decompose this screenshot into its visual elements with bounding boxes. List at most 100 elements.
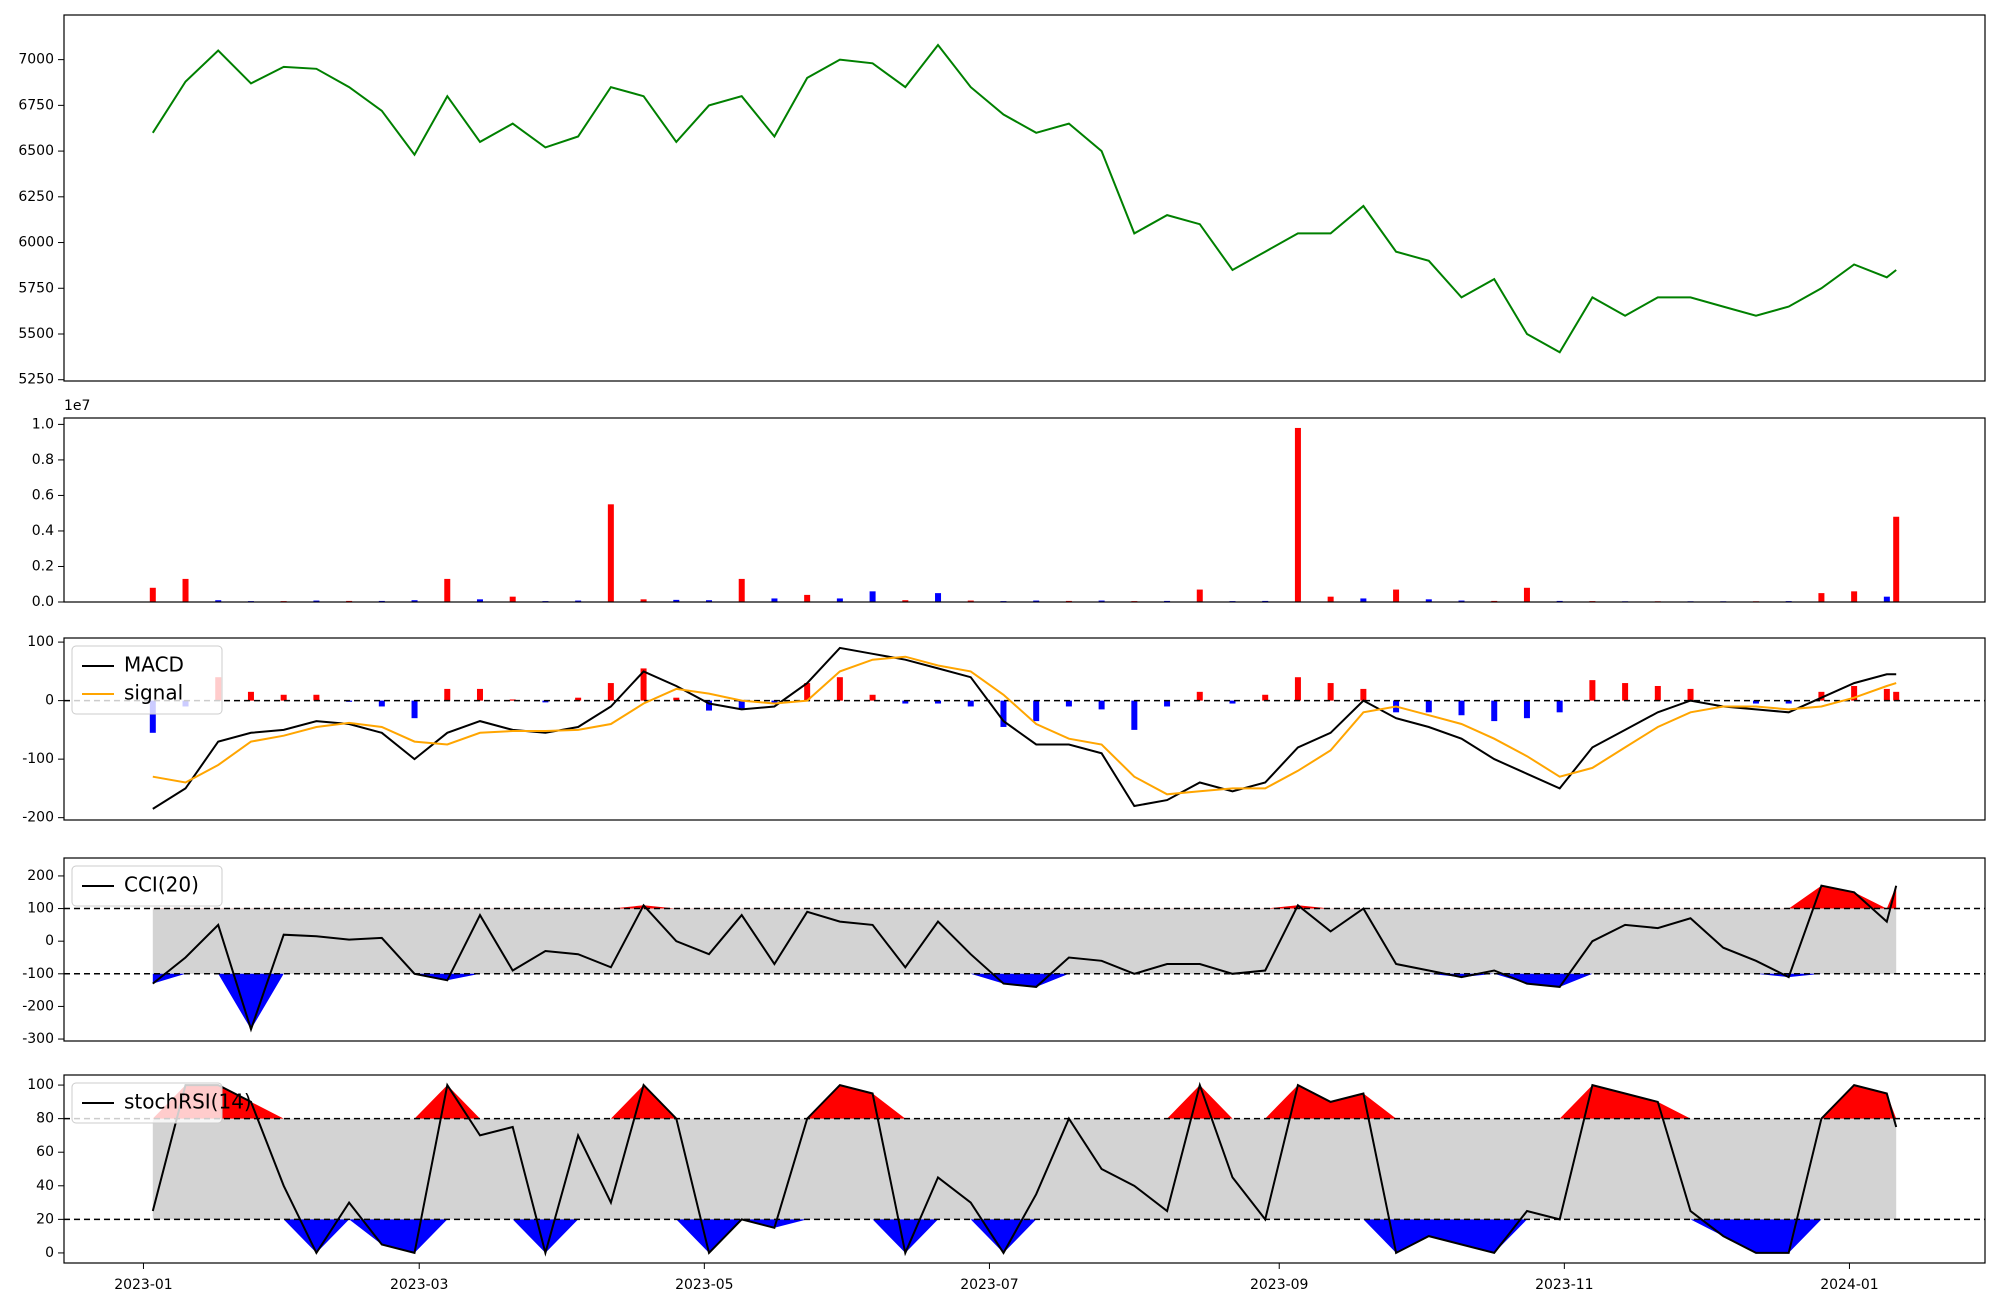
histogram-bar (771, 700, 778, 704)
volume-bar (575, 600, 582, 602)
indicator-line (152, 655, 1897, 796)
y-tick-label: 0.2 (32, 558, 54, 574)
y-tick-label: -100 (22, 966, 54, 982)
histogram-bar (967, 700, 974, 707)
y-tick-label: 100 (27, 1077, 54, 1093)
volume-bar (869, 591, 876, 602)
y-tick-label: 20 (36, 1211, 54, 1227)
histogram-bar (935, 700, 942, 704)
high-fill (152, 885, 1897, 909)
volume-bar (1851, 591, 1858, 602)
volume-bar (1893, 516, 1900, 602)
neutral-band (152, 908, 1897, 974)
histogram-bar (804, 683, 811, 701)
y-tick-label: 5250 (18, 372, 54, 388)
volume-bar (935, 593, 942, 602)
histogram-bar (1589, 680, 1596, 701)
y-tick-label: 100 (27, 901, 54, 917)
histogram-bar (1033, 700, 1040, 722)
volume-bar (149, 587, 156, 602)
histogram-bar (247, 691, 254, 701)
y-tick-label: -200 (22, 998, 54, 1014)
histogram-bar (1523, 700, 1530, 719)
histogram-bar (1818, 691, 1825, 701)
y-tick-label: 1.0 (32, 416, 54, 432)
histogram-bar (1164, 700, 1171, 707)
x-tick-label: 2023-09 (1250, 1277, 1309, 1293)
y-tick-label: 6250 (18, 189, 54, 205)
histogram-bar (738, 700, 745, 710)
x-tick-label: 2023-11 (1535, 1277, 1594, 1293)
panel-frame (63, 857, 1986, 1042)
y-tick-label: 0.6 (32, 487, 54, 503)
histogram-bar (1622, 683, 1629, 701)
legend-box (71, 865, 223, 907)
volume-bar (836, 598, 843, 602)
panel-frame (63, 637, 1986, 821)
low-fill (152, 973, 1897, 1030)
histogram-bar (1883, 688, 1890, 701)
volume-bar (1458, 600, 1465, 602)
histogram-bar (1687, 688, 1694, 701)
y-tick-label: 0.4 (32, 523, 54, 539)
histogram-bar (1262, 694, 1269, 701)
volume-bar (1818, 593, 1825, 602)
volume-bar (640, 599, 647, 602)
high-fill (152, 1085, 1897, 1119)
volume-bar (1033, 600, 1040, 602)
volume-bar (673, 599, 680, 602)
histogram-bar (1752, 700, 1759, 704)
histogram-bar (1360, 688, 1367, 701)
y-tick-label: 0 (45, 933, 54, 949)
histogram-bar (411, 700, 418, 719)
y-tick-label: 5500 (18, 326, 54, 342)
volume-bar (706, 600, 713, 602)
y-tick-label: -100 (22, 751, 54, 767)
volume-bar (313, 600, 320, 602)
histogram-bar (542, 700, 549, 703)
histogram-bar (869, 694, 876, 701)
volume-bar (1294, 427, 1301, 602)
y-tick-label: -300 (22, 1031, 54, 1047)
histogram-bar (836, 677, 843, 701)
histogram-bar (673, 697, 680, 701)
y-tick-label: 0 (45, 1245, 54, 1261)
y-tick-label: 200 (27, 868, 54, 884)
histogram-bar (1196, 691, 1203, 701)
histogram-bar (509, 699, 516, 701)
histogram-bar (476, 688, 483, 701)
histogram-bar (1294, 677, 1301, 701)
histogram-bar (706, 700, 713, 711)
x-tick-label: 2023-07 (960, 1277, 1019, 1293)
neutral-band (152, 1118, 1897, 1220)
x-tick-label: 2024-01 (1820, 1277, 1879, 1293)
volume-bar (444, 578, 451, 602)
panel-frame (63, 417, 1986, 603)
histogram-bar (1851, 685, 1858, 701)
panel-frame (63, 1074, 1986, 1264)
histogram-bar (640, 668, 647, 701)
y-tick-label: 0.8 (32, 452, 54, 468)
histogram-bar (1785, 700, 1792, 704)
histogram-bar (902, 700, 909, 704)
price-line (151, 43, 1897, 354)
x-tick-label: 2023-05 (675, 1277, 734, 1293)
volume-bar (1196, 589, 1203, 602)
y-tick-label: 100 (27, 634, 54, 650)
volume-bar (967, 600, 974, 602)
histogram-bar (149, 700, 156, 733)
histogram-bar (607, 683, 614, 701)
legend-label: MACD (124, 653, 184, 677)
histogram-bar (444, 688, 451, 701)
histogram-bar (1065, 700, 1072, 707)
volume-bar (1327, 596, 1334, 602)
histogram-bar (1654, 685, 1661, 701)
volume-bar (1425, 599, 1432, 602)
y-tick-label: 40 (36, 1178, 54, 1194)
histogram-bar (378, 700, 385, 707)
y-tick-label: 0 (45, 693, 54, 709)
volume-bar (771, 598, 778, 602)
volume-bar (738, 578, 745, 602)
